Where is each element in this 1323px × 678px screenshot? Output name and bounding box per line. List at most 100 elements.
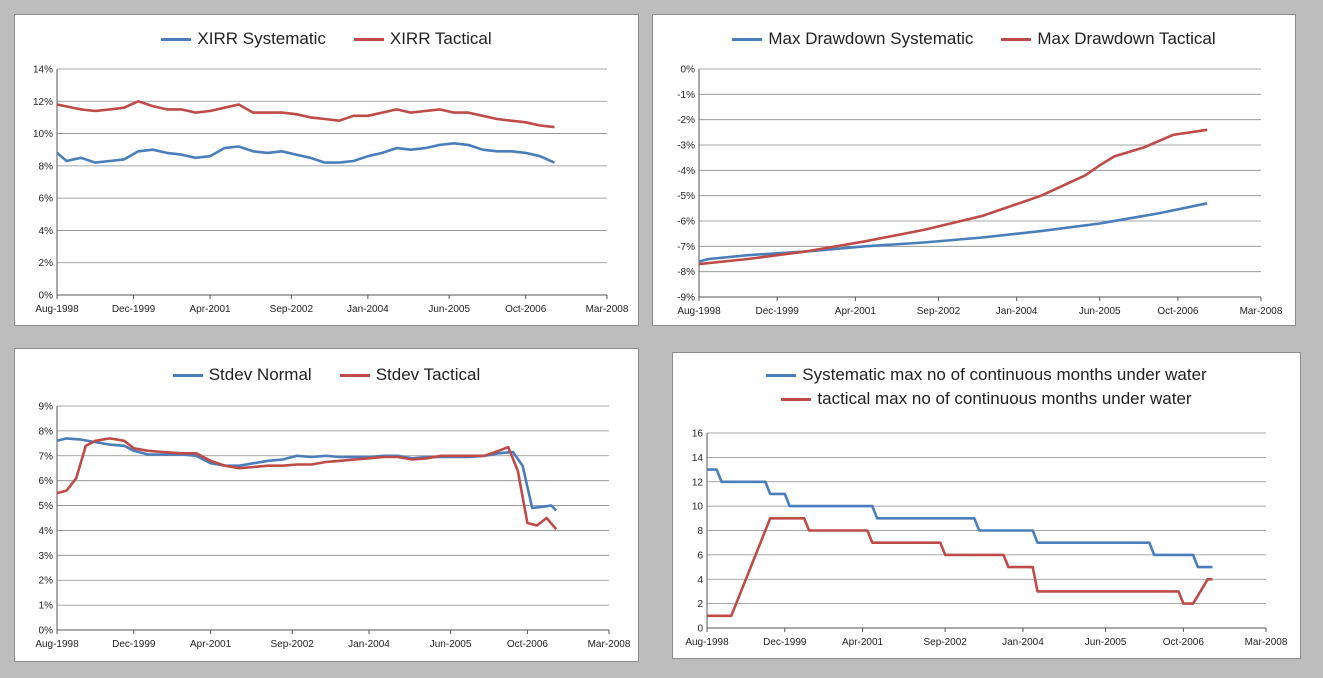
legend-line-tactical <box>353 37 384 41</box>
y-tick-label: 2 <box>697 599 703 610</box>
legend-label: tactical max no of continuous months und… <box>817 389 1192 408</box>
y-tick-label: 0 <box>697 624 703 635</box>
chart-legend: Max Drawdown Systematic Max Drawdown Tac… <box>653 29 1295 49</box>
y-tick-label: -7% <box>677 242 695 253</box>
y-tick-label: 4% <box>39 226 54 237</box>
legend-line-systematic <box>161 37 192 41</box>
legend-label: XIRR Tactical <box>389 29 492 48</box>
legend-line-systematic <box>732 37 763 41</box>
x-tick-label: Dec-1999 <box>112 304 156 315</box>
legend-item-systematic: Max Drawdown Systematic <box>732 29 973 49</box>
y-tick-label: -6% <box>677 217 695 228</box>
series-line-tactical <box>707 517 1213 618</box>
x-tick-label: Jun-2005 <box>428 304 470 315</box>
y-tick-label: 7% <box>39 451 54 462</box>
legend-label: Stdev Tactical <box>375 365 481 384</box>
y-tick-label: 10% <box>33 129 53 140</box>
legend-item-systematic: Systematic max no of continuous months u… <box>766 365 1207 385</box>
y-tick-label: 5% <box>39 501 54 512</box>
y-tick-label: -2% <box>677 115 695 126</box>
y-tick-label: 4 <box>697 575 703 586</box>
chart-panel-months-under-water: Systematic max no of continuous months u… <box>672 352 1301 659</box>
series-line-tactical <box>698 128 1208 266</box>
max-drawdown-chart-plot: 0% -1% -2% -3% -4% -5% -6% -7% -8% -9% Aug-1998 Dec… <box>677 65 1283 318</box>
x-tick-label: Mar-2008 <box>1240 306 1283 317</box>
legend-item-normal: Stdev Normal <box>172 365 312 385</box>
x-tick-label: Apr-2001 <box>842 637 884 648</box>
y-tick-label: 12 <box>692 477 704 488</box>
y-tick-label: 14% <box>33 65 53 76</box>
x-tick-label: Oct-2006 <box>1157 306 1199 317</box>
legend-label: Systematic max no of continuous months u… <box>802 365 1207 384</box>
legend-item-systematic: XIRR Systematic <box>161 29 326 49</box>
chart-panel-xirr: XIRR Systematic XIRR Tactical 0% 2% 4% 6% 8%… <box>14 14 639 326</box>
y-tick-label: 10 <box>692 502 704 513</box>
x-tick-label: Apr-2001 <box>835 306 877 317</box>
y-tick-label: -8% <box>677 267 695 278</box>
x-tick-label: Oct-2006 <box>505 304 547 315</box>
x-tick-label: Oct-2006 <box>1163 637 1205 648</box>
x-tick-label: Aug-1998 <box>35 304 79 315</box>
series-line-systematic <box>56 437 558 512</box>
series-line-tactical <box>56 100 555 129</box>
x-tick-label: Sep-2002 <box>923 637 967 648</box>
y-tick-label: 6% <box>39 194 54 205</box>
x-tick-label: Dec-1999 <box>763 637 807 648</box>
legend-line-normal <box>172 373 203 377</box>
y-tick-label: 0% <box>39 626 54 637</box>
x-tick-label: Mar-2008 <box>586 304 629 315</box>
y-tick-label: 12% <box>33 97 53 108</box>
y-tick-label: 9% <box>39 402 54 413</box>
y-tick-label: -4% <box>677 166 695 177</box>
x-tick-label: Apr-2001 <box>190 639 232 650</box>
series-line-systematic <box>707 468 1213 569</box>
y-tick-label: 0% <box>39 291 54 302</box>
legend-label: XIRR Systematic <box>197 29 326 48</box>
y-tick-label: 4% <box>39 526 54 537</box>
x-tick-label: Mar-2008 <box>588 639 631 650</box>
x-tick-label: Aug-1998 <box>35 639 79 650</box>
series-line-tactical <box>56 437 558 531</box>
x-tick-label: Sep-2002 <box>271 639 315 650</box>
x-tick-label: Jun-2005 <box>1085 637 1127 648</box>
series-line-systematic <box>698 202 1208 263</box>
legend-label: Max Drawdown Tactical <box>1037 29 1216 48</box>
x-tick-label: Dec-1999 <box>112 639 156 650</box>
y-tick-label: 0% <box>681 65 696 76</box>
y-tick-label: -3% <box>677 141 695 152</box>
y-tick-label: 8 <box>697 526 703 537</box>
x-tick-label: Aug-1998 <box>677 306 721 317</box>
x-tick-label: Aug-1998 <box>685 637 729 648</box>
legend-label: Max Drawdown Systematic <box>768 29 974 48</box>
chart-legend: Systematic max no of continuous months u… <box>673 365 1300 409</box>
x-tick-label: Jan-2004 <box>348 639 390 650</box>
x-tick-label: Sep-2002 <box>917 306 961 317</box>
y-tick-label: 16 <box>692 429 704 440</box>
y-tick-label: 2% <box>39 258 54 269</box>
x-tick-label: Dec-1999 <box>756 306 800 317</box>
y-tick-label: 6% <box>39 476 54 487</box>
stdev-chart-plot: 0% 1% 2% 3% 4% 5% 6% 7% 8% 9% Aug-1998 Dec-1999 Apr-… <box>35 402 631 651</box>
legend-item-tactical: Stdev Tactical <box>339 365 481 385</box>
y-tick-label: -9% <box>677 293 695 304</box>
chart-legend: Stdev Normal Stdev Tactical <box>15 365 638 385</box>
legend-line-tactical <box>781 397 812 401</box>
chart-panel-stdev: Stdev Normal Stdev Tactical 0% 1% 2% 3% 4% 5%… <box>14 348 639 662</box>
legend-line-systematic <box>766 373 797 377</box>
xirr-chart-plot: 0% 2% 4% 6% 8% 10% 12% 14% Aug-1998 Dec-1999 Apr-2… <box>33 65 629 316</box>
months-under-water-chart-plot: 0 2 4 6 8 10 12 14 16 Aug-1998 Dec-1999 Apr-2001 Sep… <box>685 429 1288 649</box>
legend-item-tactical: Max Drawdown Tactical <box>1001 29 1216 49</box>
y-tick-label: 6 <box>697 550 703 561</box>
chart-panel-max-drawdown: Max Drawdown Systematic Max Drawdown Tac… <box>652 14 1296 326</box>
x-tick-label: Jun-2005 <box>1079 306 1121 317</box>
x-tick-label: Jan-2004 <box>347 304 389 315</box>
y-tick-label: -5% <box>677 191 695 202</box>
chart-legend: XIRR Systematic XIRR Tactical <box>15 29 638 49</box>
y-tick-label: 1% <box>39 601 54 612</box>
legend-label: Stdev Normal <box>208 365 312 384</box>
legend-line-tactical <box>339 373 370 377</box>
x-tick-label: Jan-2004 <box>996 306 1038 317</box>
x-tick-label: Apr-2001 <box>189 304 231 315</box>
y-tick-label: 8% <box>39 426 54 437</box>
x-tick-label: Jan-2004 <box>1002 637 1044 648</box>
